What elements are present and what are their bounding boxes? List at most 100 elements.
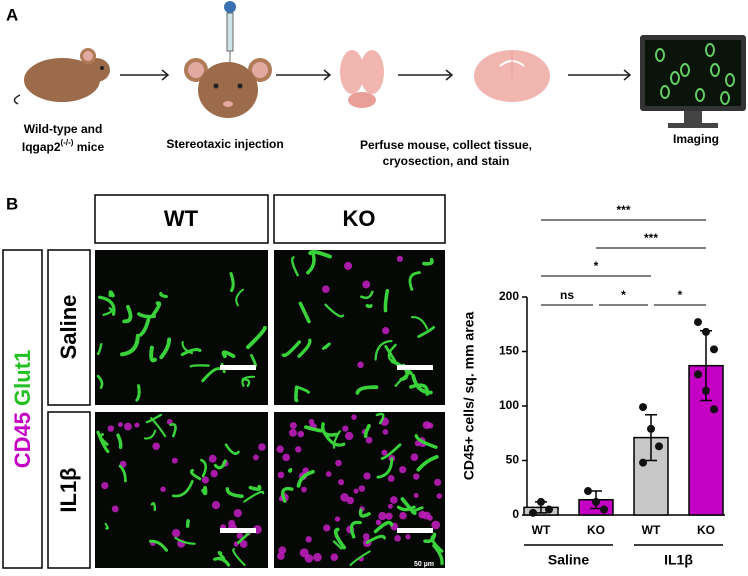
- row-header-box: [47, 411, 91, 569]
- scale-bar: [397, 365, 433, 370]
- cell: [334, 516, 341, 522]
- panel-label: A: [6, 5, 18, 24]
- vessel: [189, 468, 202, 481]
- vessel: [200, 458, 207, 478]
- vessel: [169, 423, 177, 438]
- group-label: IL1β: [664, 552, 693, 568]
- vessel: [297, 338, 312, 358]
- cell: [436, 493, 443, 499]
- cell: [396, 255, 403, 262]
- scale-bar-label: 50 µm: [414, 561, 434, 568]
- vessel: [294, 385, 299, 403]
- stain-name: Glut1: [10, 350, 35, 406]
- cell: [413, 493, 419, 499]
- data-point: [710, 345, 718, 354]
- vessel: [374, 339, 393, 361]
- stain-label-box: [2, 249, 43, 569]
- cell: [344, 431, 354, 441]
- vessel: [149, 539, 169, 552]
- significance-label: *: [678, 288, 683, 302]
- vessel: [159, 337, 172, 360]
- vessel: [137, 312, 157, 319]
- cell: [382, 327, 390, 335]
- vessel: [108, 290, 115, 298]
- vessel: [181, 341, 194, 355]
- vessel: [180, 347, 202, 357]
- x-tick-label: KO: [587, 523, 605, 537]
- cell: [399, 466, 407, 474]
- cell: [282, 453, 291, 462]
- cell: [330, 553, 339, 562]
- data-point: [694, 370, 702, 379]
- vessel: [150, 502, 157, 512]
- vessel: [232, 548, 246, 567]
- vessel: [411, 373, 433, 395]
- caption: Perfuse mouse, collect tissue,: [360, 138, 532, 152]
- cell: [427, 422, 434, 429]
- cell: [101, 481, 109, 490]
- vessel: [373, 520, 394, 534]
- vessel: [122, 304, 133, 324]
- group-label: Saline: [548, 552, 589, 568]
- cell: [107, 425, 115, 432]
- data-point: [702, 327, 710, 336]
- column-header-box: [273, 194, 446, 244]
- cell: [338, 479, 345, 486]
- cell: [385, 512, 393, 520]
- monitor-icon: [640, 35, 746, 128]
- data-point: [639, 458, 647, 467]
- stain-label: CD45 Glut1: [10, 350, 35, 469]
- panel-label: B: [6, 194, 18, 213]
- cell: [362, 533, 370, 540]
- vessel: [98, 295, 116, 316]
- cell: [236, 532, 243, 539]
- vessel: [375, 412, 385, 425]
- vessel: [349, 550, 371, 567]
- data-point: [710, 405, 718, 414]
- x-tick-label: WT: [642, 523, 661, 537]
- cell: [342, 425, 349, 432]
- vessel: [241, 375, 256, 387]
- cell: [390, 496, 398, 504]
- cell: [351, 414, 357, 420]
- error-bar: [645, 413, 657, 462]
- vessel: [390, 359, 413, 375]
- cell: [208, 454, 217, 463]
- vessel: [174, 536, 196, 545]
- cell: [394, 535, 401, 542]
- vessel: [151, 301, 162, 317]
- cell: [427, 515, 433, 521]
- vessel: [143, 429, 157, 440]
- cell: [117, 422, 123, 428]
- cell: [313, 552, 322, 562]
- vessel: [246, 325, 267, 350]
- vessel: [159, 291, 168, 299]
- cell: [166, 419, 173, 425]
- vessel: [213, 459, 227, 470]
- row-header: IL1β: [56, 467, 81, 512]
- cell: [171, 457, 178, 464]
- stain-name: CD45: [10, 412, 35, 468]
- vessel: [332, 540, 343, 550]
- vessel: [225, 487, 244, 499]
- cell: [433, 478, 442, 486]
- cell: [233, 509, 242, 518]
- cell: [201, 476, 210, 484]
- cell: [387, 503, 393, 509]
- cell: [278, 546, 287, 555]
- cell: [111, 505, 119, 513]
- significance-label: ***: [616, 203, 630, 217]
- vessel: [281, 340, 302, 358]
- vessel: [333, 527, 346, 550]
- cell: [358, 485, 366, 492]
- vessel: [365, 303, 373, 309]
- vessel: [96, 374, 104, 389]
- cell: [357, 361, 364, 369]
- vessel: [410, 506, 424, 514]
- vessel: [408, 271, 421, 291]
- data-point: [592, 497, 600, 506]
- vessel: [96, 342, 103, 356]
- vessel: [290, 256, 299, 277]
- cell: [335, 459, 342, 467]
- cell: [405, 534, 411, 540]
